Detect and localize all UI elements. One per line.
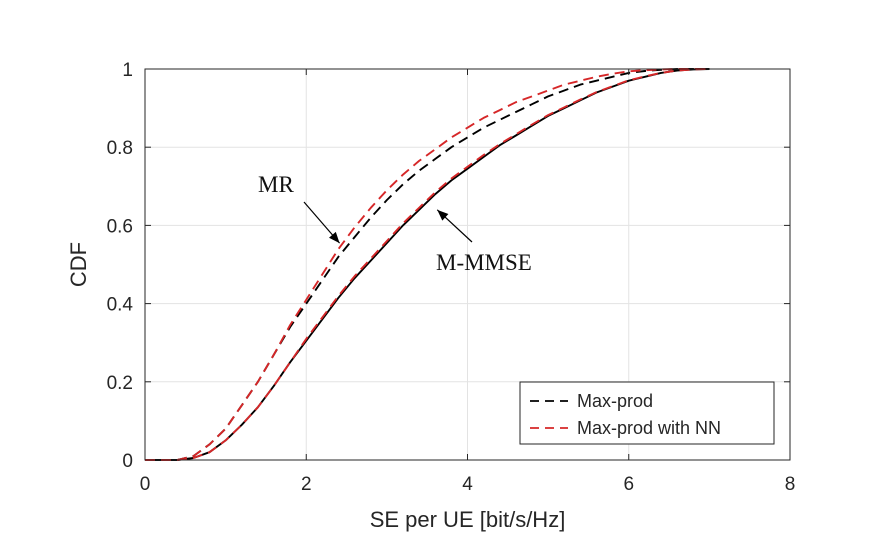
annotation-m-mmse: M-MMSE xyxy=(436,250,532,275)
annotation-mr: MR xyxy=(258,172,294,197)
axis-ticks: 0 2 4 6 8 0 0.2 0.4 0.6 0.8 1 xyxy=(107,60,796,495)
y-tick-label: 0.8 xyxy=(107,138,133,159)
annotation-arrowhead-mr xyxy=(329,231,340,244)
series-line-mr-max-prod-with-nn xyxy=(145,68,710,461)
legend-label-max-prod-with-nn: Max-prod with NN xyxy=(577,418,721,438)
grid-lines xyxy=(145,69,790,460)
x-tick-label: 0 xyxy=(140,474,151,495)
legend-label-max-prod: Max-prod xyxy=(577,391,653,411)
x-tick-label: 8 xyxy=(785,474,796,495)
annotation-arrowhead-m-mmse xyxy=(437,209,449,221)
series-line-mr-max-prod xyxy=(145,68,710,461)
y-tick-label: 0.2 xyxy=(107,373,133,394)
legend: Max-prod Max-prod with NN xyxy=(519,381,775,445)
series-lines xyxy=(145,68,710,461)
x-tick-label: 6 xyxy=(623,474,634,495)
x-tick-label: 2 xyxy=(301,474,312,495)
y-axis-label: CDF xyxy=(66,242,91,287)
y-tick-label: 0 xyxy=(122,451,133,472)
series-line-m-mmse-max-prod-with-nn xyxy=(145,68,710,461)
y-tick-label: 0.4 xyxy=(107,295,134,316)
x-axis-label: SE per UE [bit/s/Hz] xyxy=(370,507,566,532)
x-tick-label: 4 xyxy=(462,474,473,495)
y-tick-label: 0.6 xyxy=(107,216,133,237)
y-tick-label: 1 xyxy=(122,60,133,81)
legend-box xyxy=(519,381,775,445)
